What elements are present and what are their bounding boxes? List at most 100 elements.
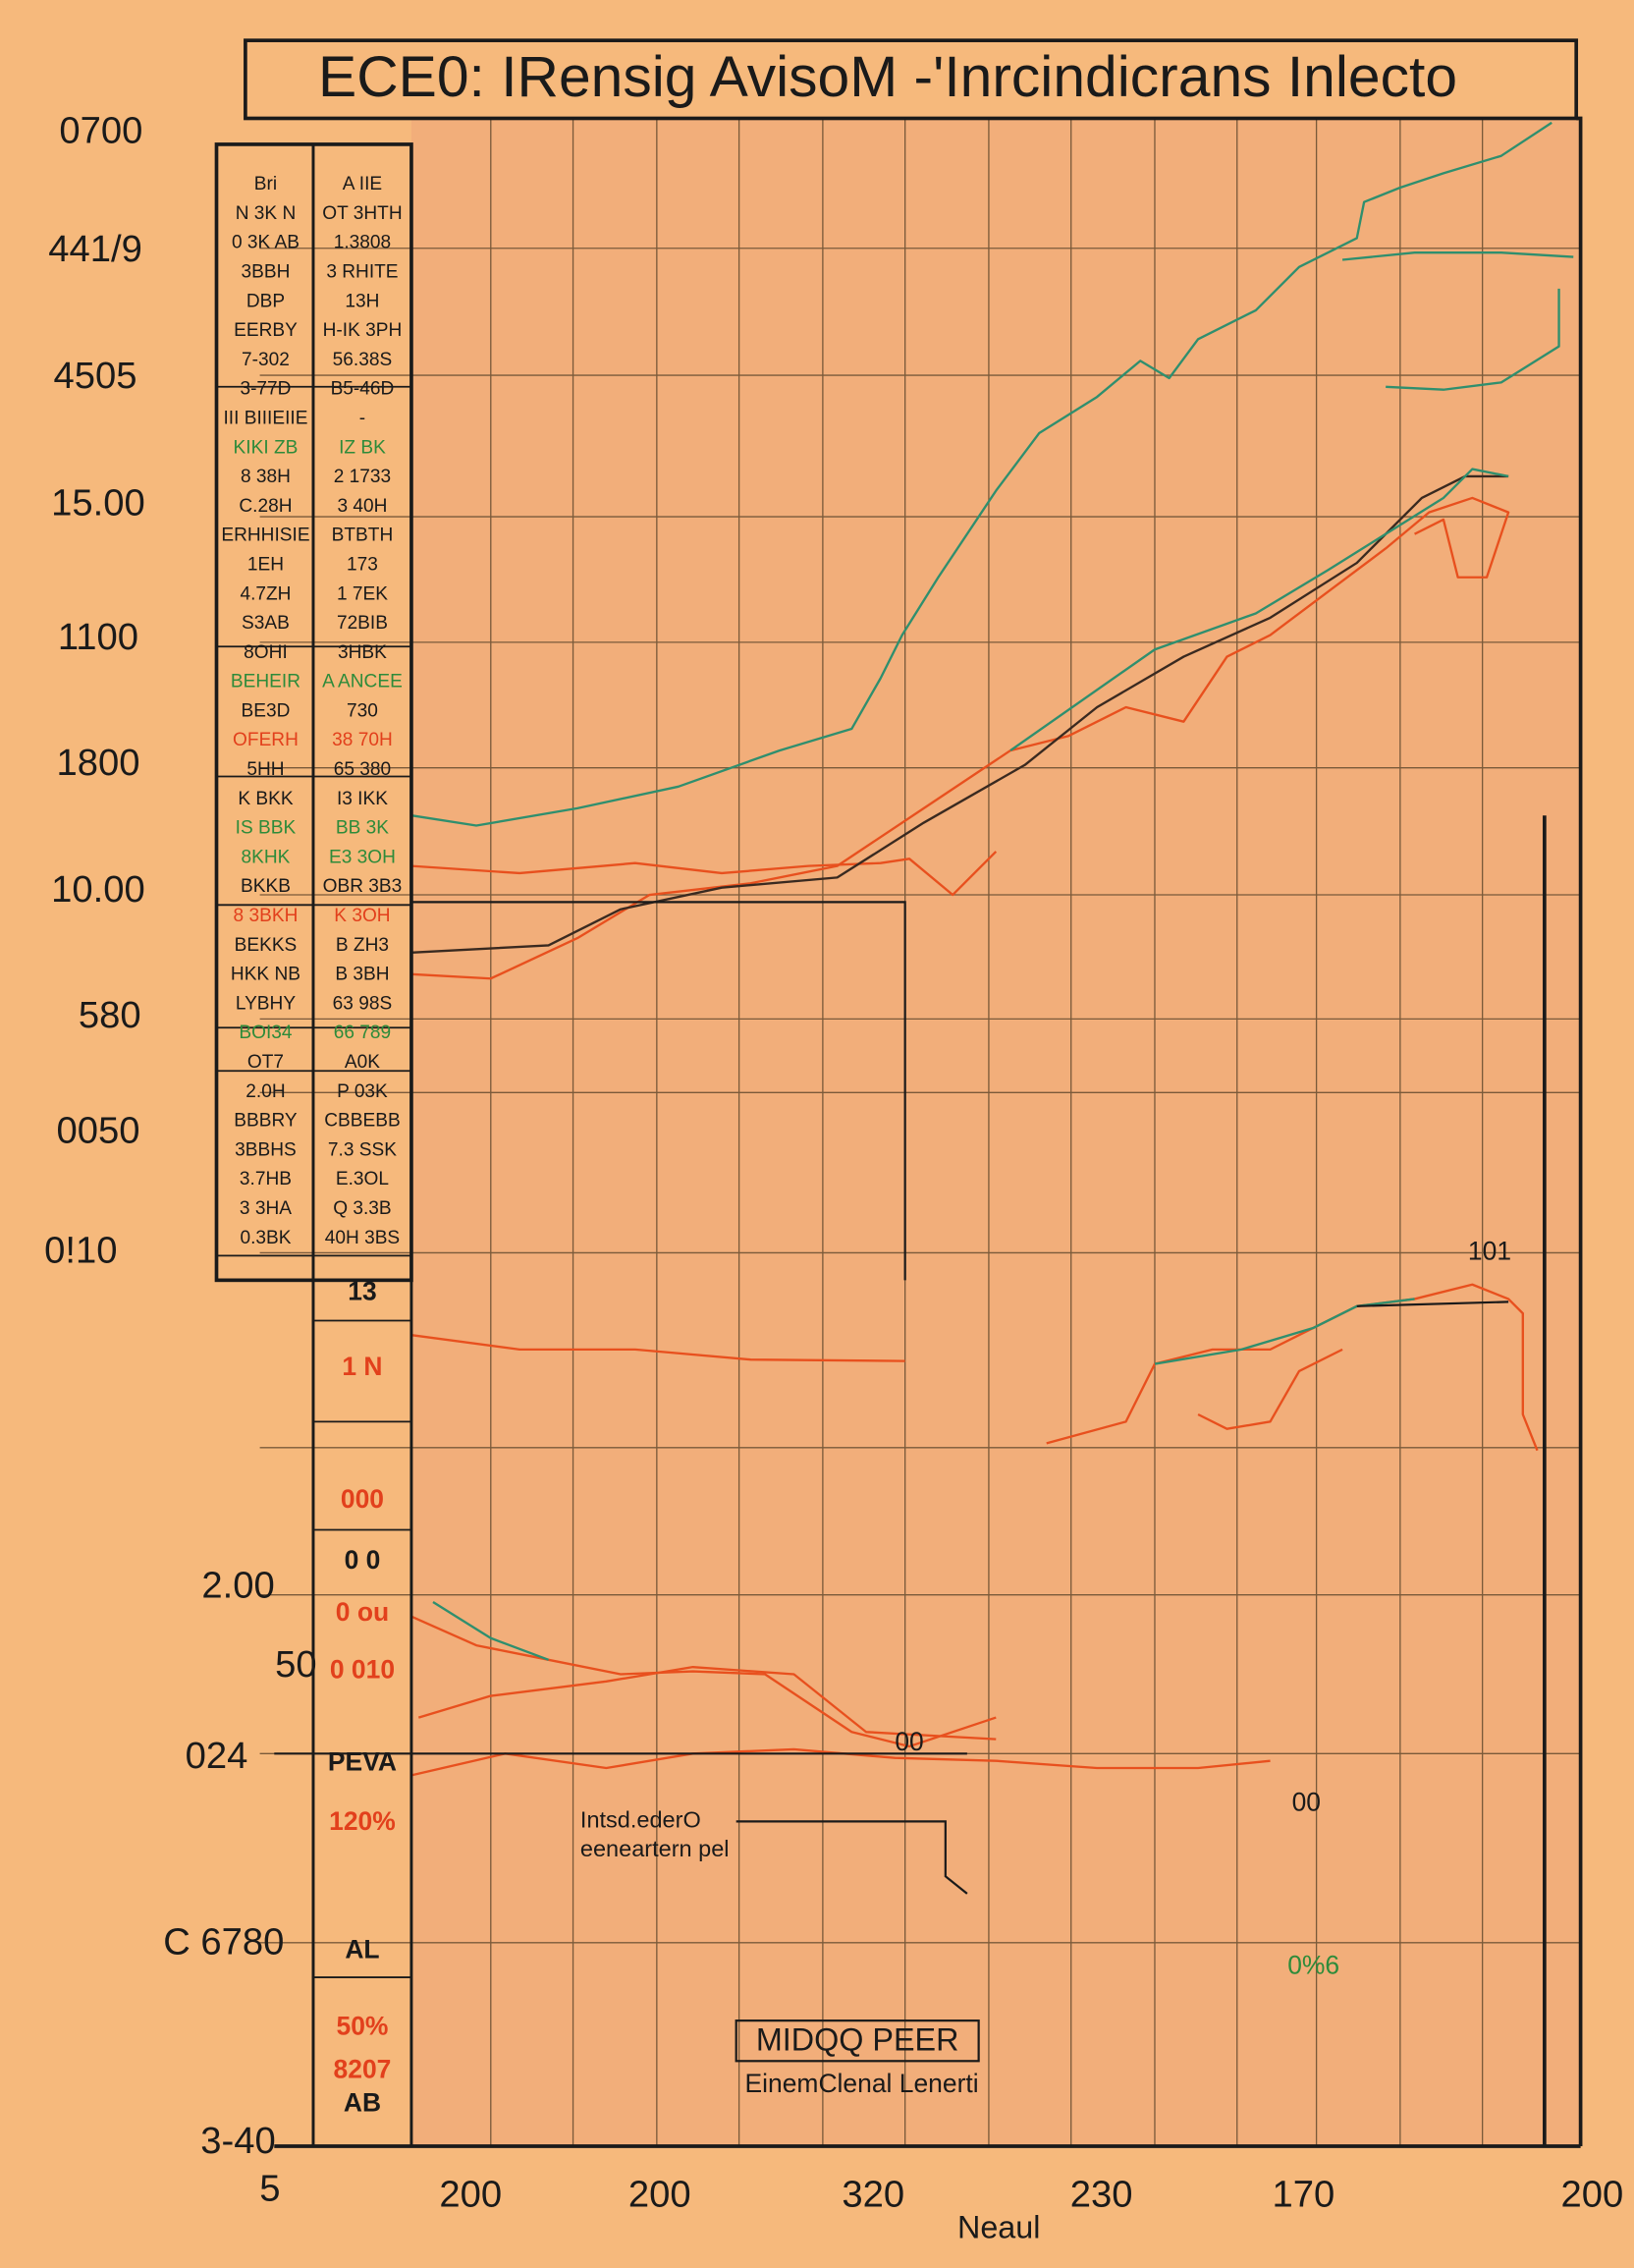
table-cell: 0 3K AB xyxy=(232,233,300,253)
table-cell: OFERH xyxy=(233,730,299,750)
table-cell: 730 xyxy=(347,700,378,721)
table-cell: EERBY xyxy=(234,320,298,341)
table-cell: 5HH xyxy=(246,759,284,780)
y-tick-label: C 6780 xyxy=(163,1920,284,1963)
table-cell: C.28H xyxy=(239,496,292,517)
grid xyxy=(259,118,1581,2146)
table-cell: 3BBH xyxy=(242,262,291,283)
y-tick-label: 3-40 xyxy=(200,2120,275,2162)
table-cell: A ANCEE xyxy=(322,672,403,692)
x-tick-label: 230 xyxy=(1070,2174,1133,2216)
y-tick-label: 0700 xyxy=(59,109,142,151)
line-orange-b xyxy=(410,496,1510,980)
table-cell: BOI34 xyxy=(239,1023,293,1043)
line-bottom-c xyxy=(417,1665,997,1741)
annotation: 00 xyxy=(1292,1788,1321,1817)
table-cell: N 3K N xyxy=(236,203,297,224)
line-teal xyxy=(1009,468,1509,752)
table-cell: A0K xyxy=(345,1052,380,1073)
y-tick-label: 0050 xyxy=(56,1110,139,1152)
y-tick-label: 15.00 xyxy=(51,481,145,524)
table-cell: 7-302 xyxy=(242,350,290,370)
table-cell: B5-46D xyxy=(331,379,395,400)
table-cell: OT 3HTH xyxy=(322,203,402,224)
table-cell: E3 3OH xyxy=(329,847,396,867)
annotation-box xyxy=(735,2019,980,2063)
side-label: 13 xyxy=(348,1277,376,1306)
guide-line xyxy=(410,901,906,1281)
line-upper-right xyxy=(1341,250,1574,391)
table-cell: 66 789 xyxy=(334,1023,391,1043)
line-upper xyxy=(410,121,1552,827)
annotation: Intsd.ederO xyxy=(580,1807,701,1833)
table-cell: 8OHI xyxy=(244,642,288,663)
table-cell: 38 70H xyxy=(332,730,393,750)
annotation: EinemClenal Lenerti xyxy=(745,2069,979,2098)
table-cell: P 03K xyxy=(337,1081,388,1102)
y-tick-label: 580 xyxy=(79,994,141,1036)
table-cell: 173 xyxy=(347,554,378,575)
pointer xyxy=(735,1820,968,1895)
table-cell: 3 3HA xyxy=(240,1198,292,1219)
table-cell: 1EH xyxy=(247,554,284,575)
table-cell: IZ BK xyxy=(339,437,386,458)
table-cell: 4.7ZH xyxy=(240,583,291,604)
table-cell: BB 3K xyxy=(336,818,389,839)
side-label: 50% xyxy=(336,2011,388,2040)
table-cell: 7.3 SSK xyxy=(328,1139,397,1160)
y-tick-label: 50 xyxy=(275,1643,317,1686)
table-cell: 3 RHITE xyxy=(326,262,398,283)
table-cell: OT7 xyxy=(247,1052,284,1073)
table-cell: 56.38S xyxy=(333,350,393,370)
line-dark xyxy=(410,474,1509,954)
table-cell: 8 38H xyxy=(241,467,291,487)
y-tick-label: 2.00 xyxy=(201,1564,274,1606)
x-tick-label: 320 xyxy=(842,2174,904,2216)
table-cell: K 3OH xyxy=(334,906,390,926)
table-cell: 63 98S xyxy=(333,993,393,1014)
side-table xyxy=(214,142,413,2146)
side-label: PEVA xyxy=(328,1747,397,1777)
guides xyxy=(274,116,1583,2148)
x-tick-label: 200 xyxy=(628,2174,691,2216)
x-tick-label: 200 xyxy=(1560,2174,1623,2216)
table-cell: OBR 3B3 xyxy=(323,876,403,897)
line-lower-c xyxy=(1197,1348,1343,1430)
table-cell: BTBTH xyxy=(332,526,394,546)
table-cell: 0.3BK xyxy=(240,1228,291,1248)
line-lower-black xyxy=(1356,1300,1509,1307)
table-cell: 40H 3BS xyxy=(325,1228,400,1248)
x-tick-label: 170 xyxy=(1272,2174,1334,2216)
side-label: 0 0 xyxy=(345,1545,381,1575)
table-cell: B ZH3 xyxy=(336,935,389,956)
table-cell: DBP xyxy=(246,291,285,311)
y-tick-label: 4505 xyxy=(54,355,137,397)
line-lower-green xyxy=(1154,1298,1415,1365)
y-tick-label: 0!10 xyxy=(44,1230,117,1272)
table-cell: 1.3808 xyxy=(334,233,391,253)
side-label: 1 N xyxy=(342,1352,382,1381)
side-label: 120% xyxy=(329,1806,396,1836)
table-cell: I3 IKK xyxy=(337,789,388,809)
table-cell: LYBHY xyxy=(236,993,296,1014)
table-cell: BKKB xyxy=(241,876,291,897)
annotation: MIDQQ PEER xyxy=(756,2022,959,2058)
table-cell: BEHEIR xyxy=(231,672,300,692)
plot-frame xyxy=(1576,116,1583,2146)
table-cell: 3-77D xyxy=(240,379,291,400)
table-cell: Bri xyxy=(254,174,277,194)
table-cell: ERHHISIE xyxy=(221,526,309,546)
side-label: 8207 xyxy=(334,2055,392,2084)
content: 0700441/9450515.001100180010.0058000500!… xyxy=(44,109,1623,2244)
table-cell: BBBRY xyxy=(234,1111,298,1132)
table-cell: 3HBK xyxy=(338,642,387,663)
table-rules xyxy=(216,385,411,1978)
table-cell: 8KHK xyxy=(242,847,291,867)
side-label: AL xyxy=(345,1935,379,1964)
y-tick-label: 10.00 xyxy=(51,868,145,911)
table-cell: 65 380 xyxy=(334,759,391,780)
table-cell: 2 1733 xyxy=(334,467,391,487)
y-tick-label: 024 xyxy=(186,1735,248,1777)
